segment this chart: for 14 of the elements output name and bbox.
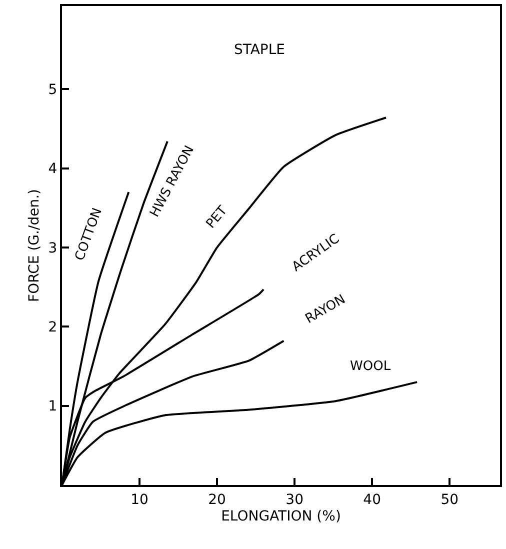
y-tick-label: 1: [48, 398, 58, 415]
x-axis-title: ELONGATION (%): [221, 508, 341, 525]
text: STAPLE: [234, 42, 286, 58]
y-tick-label: 5: [48, 82, 58, 98]
x-tick-label: 20: [208, 492, 226, 508]
x-tick-label: 50: [440, 492, 459, 508]
x-tick-label: 30: [286, 492, 304, 508]
x-tick-label: 40: [363, 492, 382, 508]
x-tick-label: 10: [130, 492, 148, 508]
y-tick-label: 3: [48, 240, 58, 256]
y-axis-title: FORCE (G./den.): [26, 189, 42, 302]
y-tick-label: 2: [48, 320, 58, 336]
series-label: WOOL: [350, 359, 392, 374]
y-tick-label: 4: [48, 161, 58, 178]
